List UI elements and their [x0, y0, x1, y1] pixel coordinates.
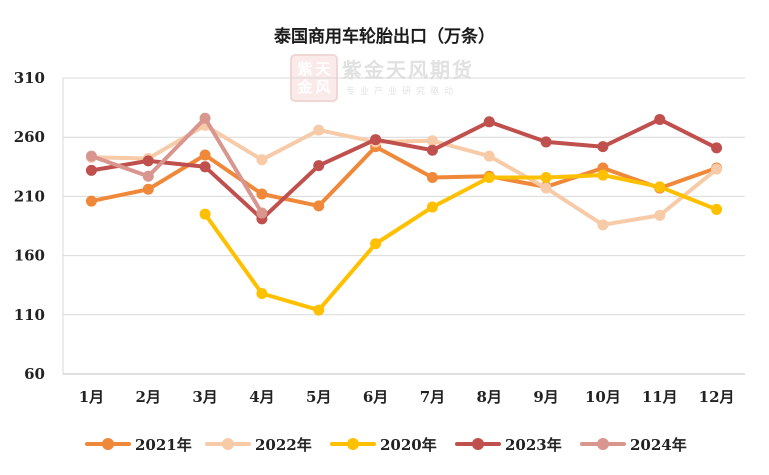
legend-swatch — [85, 432, 131, 456]
data-point — [426, 201, 438, 213]
data-point — [483, 116, 495, 128]
legend-label: 2021年 — [135, 435, 192, 454]
x-tick-label: 5月 — [306, 388, 331, 406]
data-point — [142, 170, 154, 182]
data-point — [370, 134, 382, 146]
axes — [62, 78, 745, 375]
data-point — [711, 163, 723, 175]
data-point — [199, 208, 211, 220]
y-tick-label: 260 — [14, 128, 45, 146]
legend-swatch — [330, 432, 376, 456]
data-point — [85, 164, 97, 176]
data-point — [313, 160, 325, 172]
series-line — [89, 117, 719, 221]
data-point — [540, 171, 552, 183]
legend-swatch — [455, 432, 501, 456]
data-point — [426, 144, 438, 156]
data-point — [85, 150, 97, 162]
series-lines — [85, 112, 723, 316]
data-point — [654, 181, 666, 193]
legend-item: 2020年 — [330, 432, 437, 456]
y-tick-label: 310 — [14, 69, 45, 87]
x-tick-label: 3月 — [192, 388, 217, 406]
series-line — [89, 123, 719, 227]
chart-legend: 2021年 2022年 2020年 2023年 2024年 — [0, 432, 769, 456]
data-point — [483, 150, 495, 162]
data-point — [256, 287, 268, 299]
data-point — [711, 203, 723, 215]
data-point — [256, 154, 268, 166]
data-point — [256, 188, 268, 200]
data-point — [597, 141, 609, 153]
chart-title: 泰国商用车轮胎出口（万条） — [274, 27, 495, 47]
series-2024年 — [85, 112, 268, 219]
series-2020年 — [199, 169, 723, 316]
legend-swatch — [205, 432, 251, 456]
y-tick-label: 210 — [14, 187, 45, 205]
seal-char: 天 — [315, 60, 331, 78]
data-point — [426, 171, 438, 183]
data-point — [540, 182, 552, 194]
x-tick-label: 6月 — [363, 388, 388, 406]
x-tick-label: 10月 — [585, 388, 621, 406]
data-point — [199, 149, 211, 161]
series-2023年 — [85, 113, 723, 225]
data-point — [199, 161, 211, 173]
data-point — [313, 124, 325, 136]
x-tick-label: 8月 — [477, 388, 502, 406]
legend-label: 2024年 — [630, 435, 687, 454]
legend-swatch — [580, 432, 626, 456]
y-tick-label: 60 — [24, 365, 45, 383]
series-line — [203, 173, 719, 313]
data-point — [540, 136, 552, 148]
data-point — [654, 209, 666, 221]
data-point — [483, 171, 495, 183]
y-tick-labels: 60 110 160 210 260 310 — [14, 69, 45, 383]
legend-item: 2023年 — [455, 432, 562, 456]
data-point — [426, 135, 438, 147]
data-point — [370, 238, 382, 250]
y-tick-label: 110 — [14, 306, 45, 324]
grid-lines — [63, 77, 745, 316]
legend-label: 2023年 — [505, 435, 562, 454]
x-tick-label: 7月 — [420, 388, 445, 406]
legend-label: 2020年 — [380, 435, 437, 454]
data-point — [313, 304, 325, 316]
data-point — [256, 207, 268, 219]
data-point — [654, 113, 666, 125]
data-point — [85, 195, 97, 207]
x-tick-label: 11月 — [642, 388, 678, 406]
y-tick-label: 160 — [14, 247, 45, 265]
x-tick-label: 2月 — [136, 388, 161, 406]
seal-char: 紫 — [297, 60, 313, 78]
series-line — [89, 144, 719, 208]
legend-item: 2022年 — [205, 432, 312, 456]
x-tick-label: 4月 — [249, 388, 274, 406]
data-point — [597, 169, 609, 181]
data-point — [313, 200, 325, 212]
data-point — [597, 219, 609, 231]
series-line — [89, 116, 264, 215]
data-point — [142, 183, 154, 195]
legend-item: 2024年 — [580, 432, 687, 456]
x-tick-label: 12月 — [699, 388, 735, 406]
data-point — [142, 155, 154, 167]
legend-label: 2022年 — [255, 435, 312, 454]
watermark-tagline: 专业产业研究驱动 — [346, 87, 459, 97]
legend-item: 2021年 — [85, 432, 192, 456]
series-2021年 — [85, 141, 723, 212]
data-point — [711, 142, 723, 154]
data-point — [199, 112, 211, 124]
x-tick-labels: 1月 2月 3月 4月 5月 6月 7月 8月 9月 10月 11月 12月 — [79, 388, 735, 406]
seal-char: 金 — [297, 78, 313, 96]
seal-char: 风 — [315, 78, 331, 96]
x-tick-label: 9月 — [533, 388, 558, 406]
x-tick-label: 1月 — [79, 388, 104, 406]
